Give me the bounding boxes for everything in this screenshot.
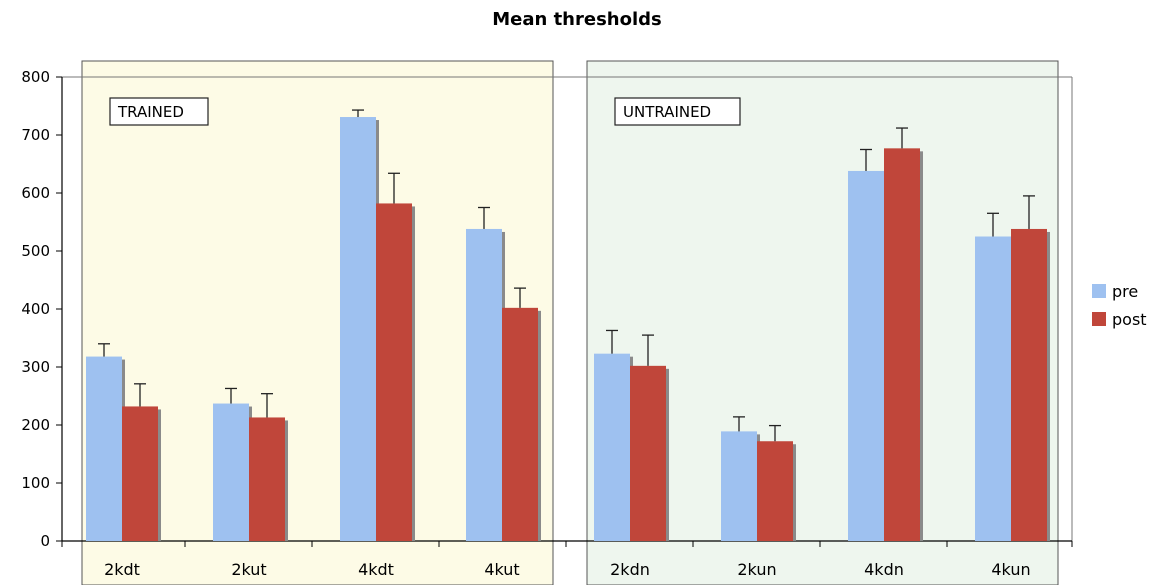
- bar-post-2kut: [249, 417, 285, 541]
- y-tick-label: 400: [21, 300, 50, 318]
- y-tick-label: 0: [40, 532, 50, 550]
- bar-pre-4kdt: [340, 117, 376, 542]
- x-tick-label: 4kut: [484, 560, 519, 579]
- legend: pre post: [1092, 282, 1147, 329]
- y-tick-label: 600: [21, 184, 50, 202]
- panel-label: UNTRAINED: [623, 103, 711, 121]
- y-tick-label: 200: [21, 416, 50, 434]
- y-tick-label: 700: [21, 126, 50, 144]
- bar-post-2kdn: [630, 365, 666, 541]
- bar-pre-4kdn: [848, 170, 884, 541]
- bar-pre-2kut: [213, 403, 249, 541]
- bars: [86, 109, 1050, 542]
- panel-label: TRAINED: [117, 103, 184, 121]
- x-tick-label: 2kdt: [104, 560, 140, 579]
- x-tick-label: 4kdt: [358, 560, 394, 579]
- bar-pre-2kdn: [594, 353, 630, 541]
- bar-post-4kun: [1011, 228, 1047, 541]
- bar-pre-4kut: [466, 228, 502, 541]
- bar-pre-4kun: [975, 236, 1011, 541]
- x-tick-label: 2kdn: [610, 560, 650, 579]
- bar-post-2kun: [757, 441, 793, 541]
- legend-label-post: post: [1112, 310, 1147, 329]
- panel-label-box: [109, 97, 209, 126]
- x-tick-label: 2kut: [231, 560, 266, 579]
- bar-post-4kdt: [376, 203, 412, 541]
- y-tick-label: 100: [21, 474, 50, 492]
- bar-post-4kdn: [884, 148, 920, 541]
- bar-post-2kdt: [122, 406, 158, 541]
- x-tick-label: 4kdn: [864, 560, 904, 579]
- bar-pre-2kdt: [86, 356, 122, 541]
- axis-labels: 0 100 200 300 400 500 600 700 800 2kdt 2kut 4kdt 4ku…: [21, 68, 1030, 579]
- legend-label-pre: pre: [1112, 282, 1138, 301]
- y-tick-label: 300: [21, 358, 50, 376]
- x-tick-label: 2kun: [737, 560, 776, 579]
- bar-pre-2kun: [721, 431, 757, 541]
- legend-swatch-post: [1092, 312, 1106, 326]
- x-tick-label: 4kun: [991, 560, 1030, 579]
- y-tick-label: 500: [21, 242, 50, 260]
- panel-label-box: [614, 97, 741, 126]
- chart-title: Mean thresholds: [492, 9, 662, 30]
- bar-post-4kut: [502, 307, 538, 541]
- y-tick-label: 800: [21, 68, 50, 86]
- legend-swatch-pre: [1092, 284, 1106, 298]
